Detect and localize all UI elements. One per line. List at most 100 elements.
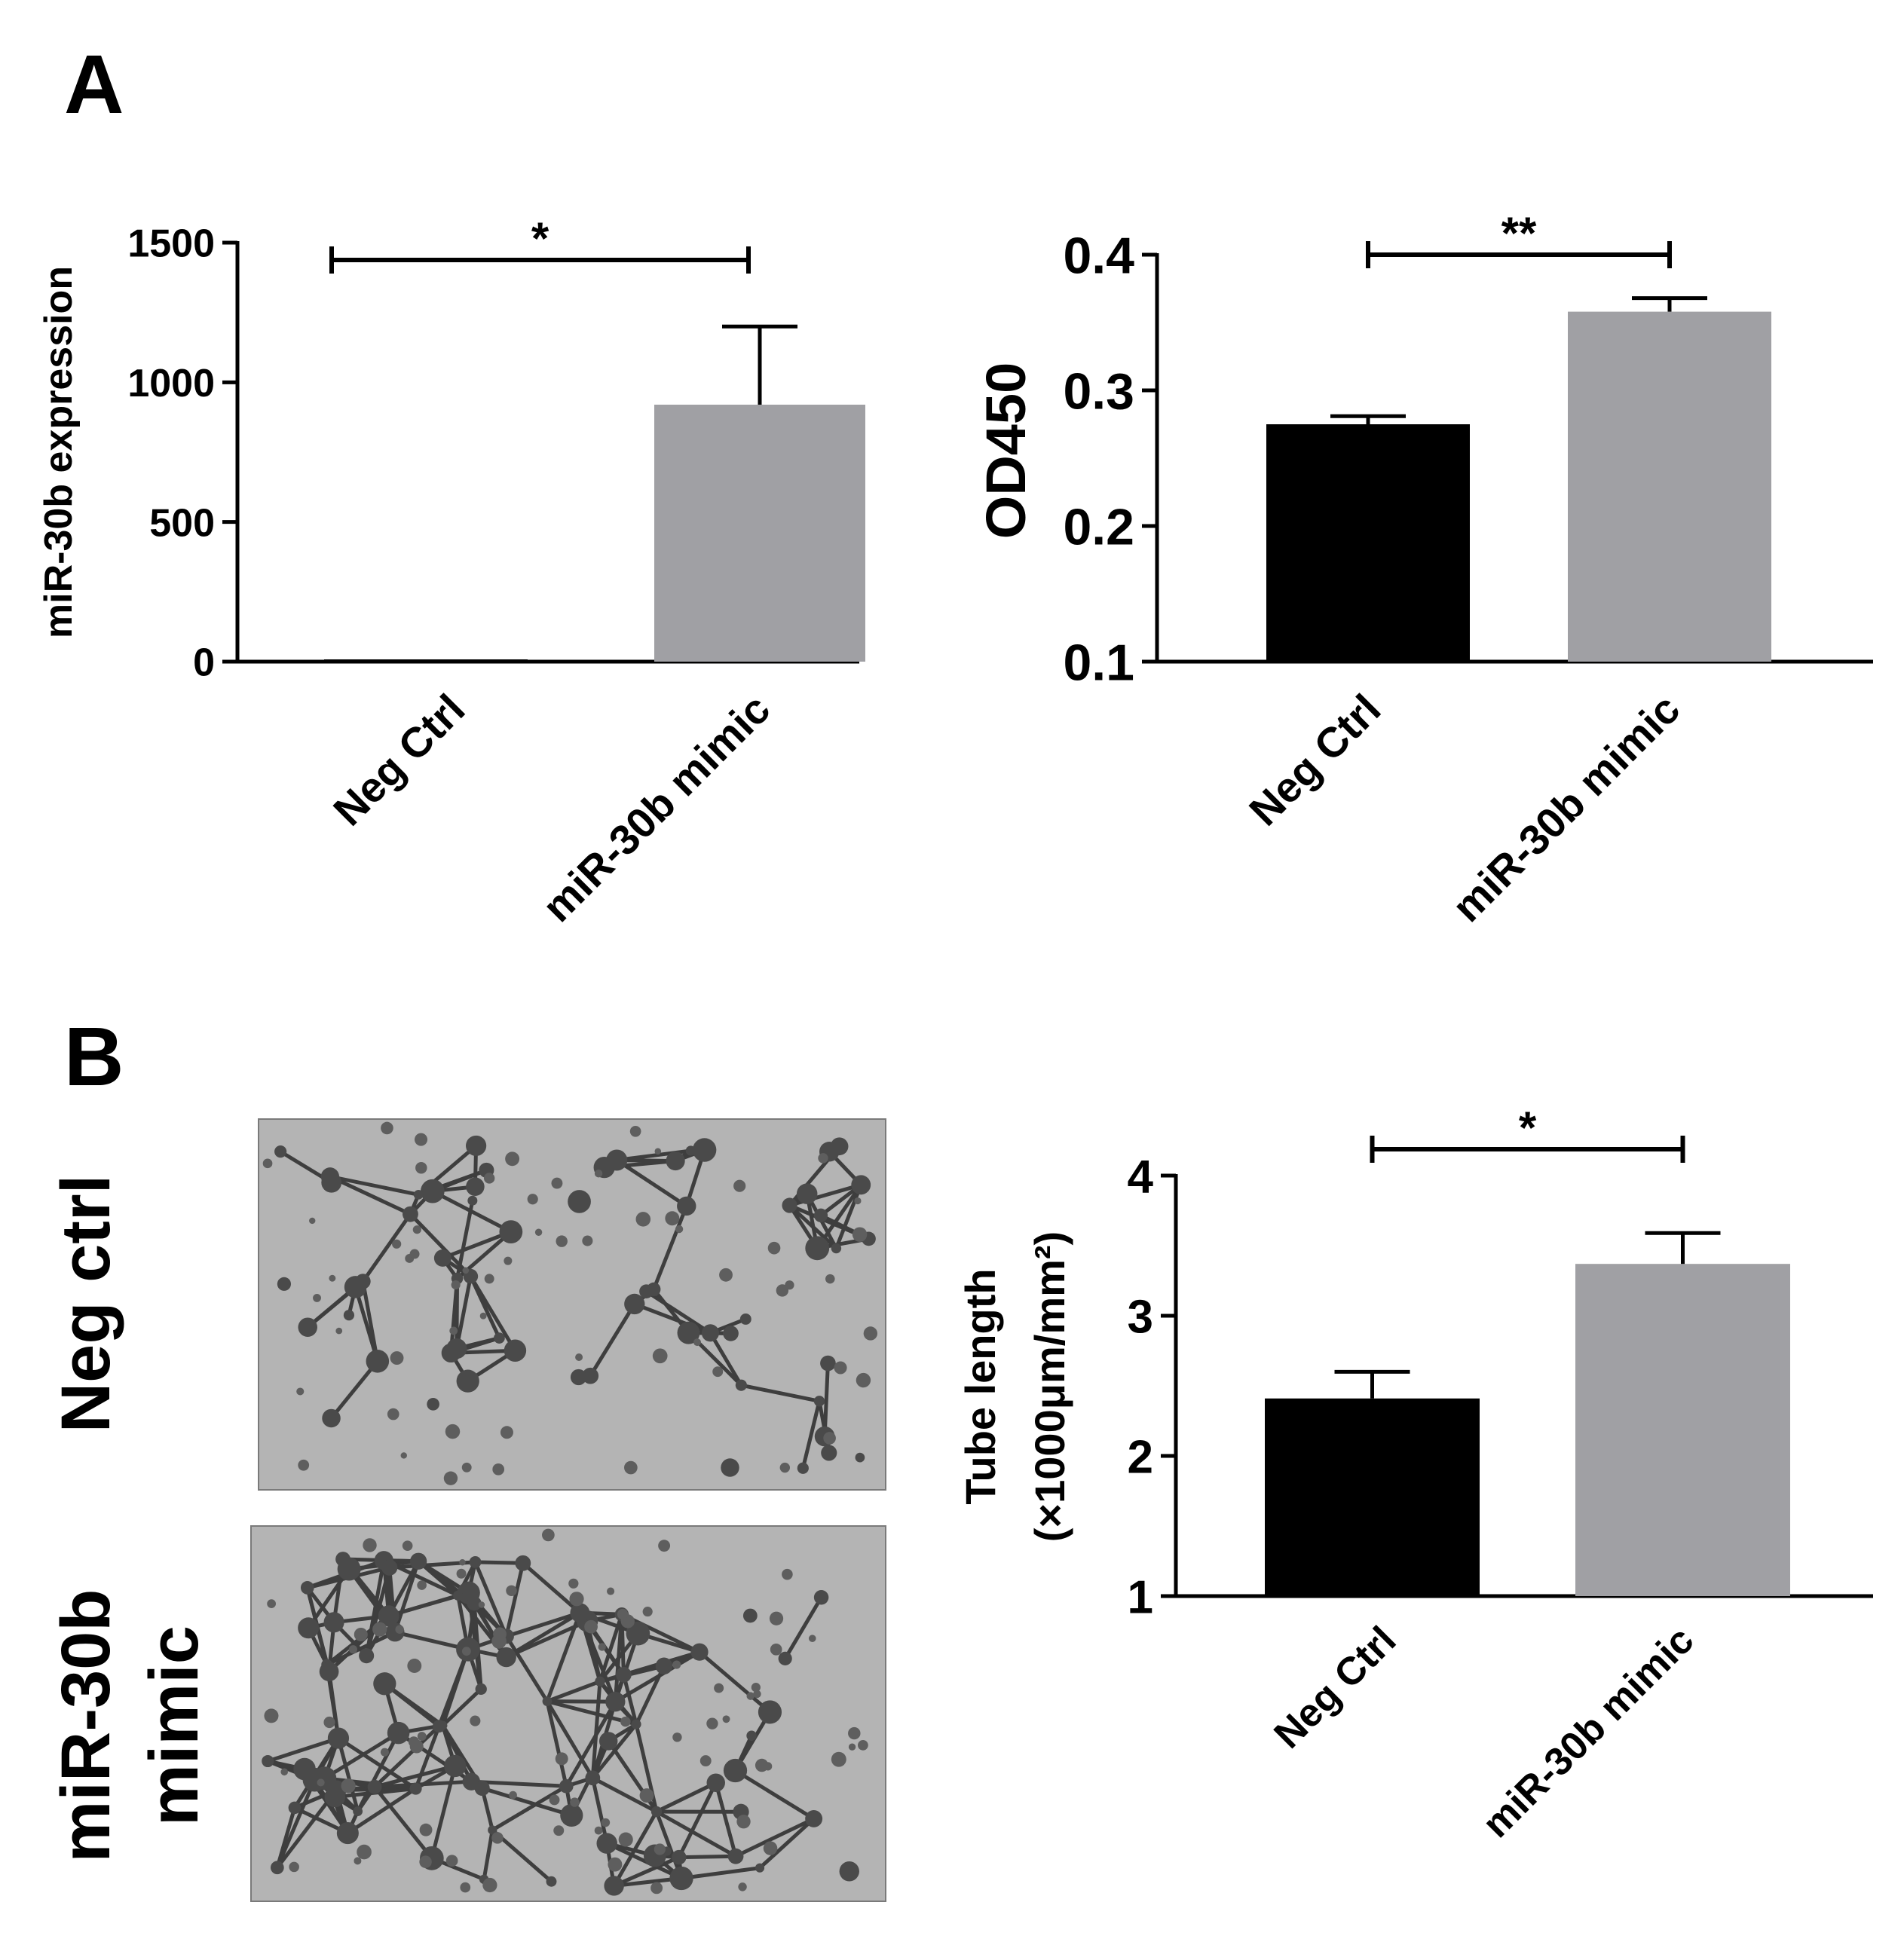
significance-label: * [1519,1102,1537,1153]
cell-cluster [467,1195,478,1206]
single-cell [608,1857,623,1872]
single-cell [329,1274,336,1282]
cell-cluster [582,1367,599,1384]
chart-cell-viability: 0.1 0.2 0.3 0.4 ** Neg Ctrl miR-30b mimic OD450 [975,208,1873,931]
cell-cluster [805,1810,823,1827]
single-cell [505,1151,520,1167]
single-cell [818,1153,828,1164]
cell-cluster [821,1445,837,1461]
cell-cluster [515,1555,531,1571]
y-tick-label: 1500 [127,222,215,266]
single-cell [280,1768,289,1776]
y-axis-label: miR-30b expression [37,266,81,638]
cell-cluster [560,1803,583,1827]
single-cell [629,1125,641,1137]
cell-cluster [344,1276,367,1298]
cell-cluster [677,1196,696,1216]
single-cell [415,1161,427,1174]
single-cell [570,1797,580,1807]
single-cell [483,1173,495,1184]
single-cell [823,1432,836,1445]
cell-cluster [469,1555,482,1568]
single-cell [313,1293,321,1302]
cell-cluster [855,1452,865,1463]
single-cell [443,1471,458,1485]
single-cell [852,1227,868,1242]
cell-cluster [585,1770,601,1786]
single-cell [848,1726,861,1740]
cell-tube [382,1681,441,1729]
panel-label-b: B [64,1011,124,1103]
single-cell [381,1121,393,1135]
cell-cluster [723,1758,748,1783]
cell-cluster [466,1177,485,1196]
cell-tube [430,1763,458,1861]
significance-label: ** [1501,208,1537,258]
single-cell [387,1408,399,1421]
cell-tube [758,1816,816,1870]
cell-cluster [277,1277,292,1291]
cell-tube [265,1736,341,1763]
cell-cluster [319,1662,339,1682]
single-cell [409,1249,420,1259]
cell-tube [504,1610,582,1659]
cell-tube [545,1699,595,1780]
cell-cluster [570,1603,590,1623]
single-cell [617,1608,629,1620]
cell-cluster [570,1369,587,1386]
cell-tube [708,1331,743,1387]
cell-cluster [298,1617,320,1639]
x-category-label: Neg Ctrl [1240,685,1390,835]
cell-cluster [353,1806,363,1816]
cell-tube [545,1610,582,1704]
single-cell [618,1832,633,1847]
cell-tube [612,1855,681,1888]
cell-cluster [262,1754,274,1768]
single-cell [675,1225,684,1234]
cell-cluster [604,1876,624,1896]
cell-cluster [813,1589,829,1605]
single-cell [785,1280,794,1290]
cell-cluster [559,1778,574,1794]
cell-cluster [387,1721,410,1745]
cell-cluster [723,1326,739,1341]
single-cell [652,1348,668,1364]
cell-tube [455,1274,473,1351]
single-cell [831,1751,846,1767]
single-cell [551,1177,563,1189]
cell-tube [345,1787,418,1836]
cell-cluster [367,1779,382,1794]
row-label-mir30b: miR-30b [47,1589,124,1863]
single-cell [527,1194,538,1205]
single-cell [722,1715,730,1723]
cell-cluster [624,1293,645,1315]
micrograph-mir30b-mimic [250,1525,886,1902]
y-tick-label: 0 [193,641,215,685]
cell-cluster [474,1780,490,1797]
cell-cluster [288,1801,302,1815]
cell-cluster [494,1332,505,1344]
cell-cluster [409,1552,427,1570]
single-cell [309,1217,316,1225]
cell-cluster [456,1369,479,1393]
single-cell [769,1611,784,1625]
cell-cluster [692,1138,717,1162]
cell-cluster [322,1408,341,1428]
cell-cluster [475,1683,487,1696]
single-cell [451,1280,461,1290]
single-cell [763,1841,778,1855]
cell-tube [834,1182,863,1250]
cell-cluster [381,1559,398,1576]
cell-cluster [488,1825,497,1835]
single-cell [462,1267,470,1274]
cell-cluster [727,1848,744,1864]
bar [1575,1264,1790,1596]
cell-cluster [444,1754,467,1778]
cell-cluster [496,1647,516,1668]
cell-tube [651,1203,689,1292]
single-cell [395,1625,404,1634]
cell-tube [590,1775,609,1846]
single-cell [693,1338,702,1347]
single-cell [753,1690,761,1699]
